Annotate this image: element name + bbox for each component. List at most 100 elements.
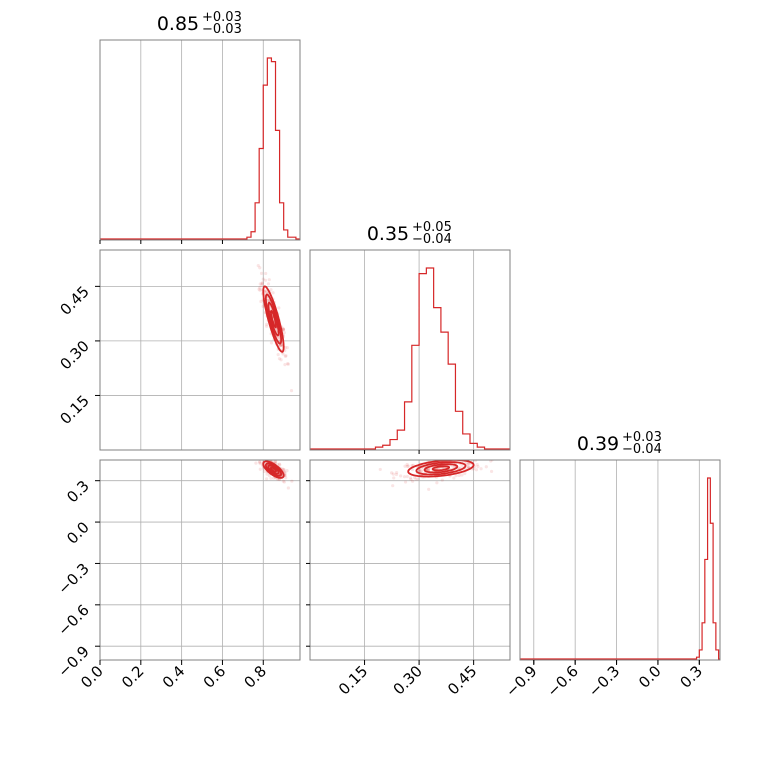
scatter-point [286, 362, 290, 366]
contour-level-3 [262, 460, 285, 479]
x-tick-label: 0.0 [77, 662, 107, 692]
scatter-point [256, 264, 260, 268]
scatter-point [258, 286, 262, 290]
scatter-point [484, 465, 488, 469]
scatter-point [466, 465, 470, 469]
scatter-point [474, 468, 479, 472]
contour-level-1 [267, 301, 280, 337]
scatter-point [276, 352, 280, 357]
x-tick-label: 0.45 [444, 662, 480, 698]
joint-scatter-1 [253, 456, 294, 490]
histogram-step-line [100, 57, 300, 240]
scatter-point [282, 480, 286, 484]
scatter-point [282, 331, 286, 335]
scatter-point [266, 282, 271, 286]
contour-level-1 [423, 463, 459, 474]
scatter-point [258, 462, 262, 466]
joint-panel-1-2 [309, 454, 511, 661]
scatter-point [476, 465, 480, 469]
x-tick-label: 0.30 [390, 662, 426, 698]
scatter-point [283, 471, 287, 475]
y-tick-label: −0.3 [54, 560, 92, 598]
x-tick-label: 0.2 [118, 662, 148, 692]
scatter-point [264, 271, 268, 276]
histogram-panel-2: 0.39 +0.03−0.04 [519, 430, 721, 664]
scatter-point [473, 460, 478, 463]
scatter-point [273, 460, 278, 464]
scatter-point [249, 242, 252, 245]
scatter-point [259, 299, 263, 304]
y-tick-label: 0.0 [63, 518, 93, 548]
contour-level-0 [270, 466, 277, 473]
histogram-panel-1: 0.35 +0.05−0.04 [309, 220, 511, 454]
scatter-point [278, 343, 282, 348]
scatter-point [460, 463, 464, 467]
scatter-point [284, 354, 288, 358]
title-plus-1: +0.05 [412, 220, 452, 235]
scatter-point [257, 287, 261, 291]
scatter-point [411, 479, 415, 483]
scatter-point [460, 473, 464, 477]
scatter-point [283, 473, 287, 478]
scatter-point [463, 471, 467, 476]
scatter-point [283, 354, 288, 358]
scatter-point [391, 472, 395, 476]
scatter-point [286, 486, 290, 490]
scatter-point [260, 281, 264, 286]
scatter-point [399, 474, 403, 478]
scatter-point [452, 476, 456, 480]
scatter-point [289, 389, 294, 393]
y-tick-label: 0.15 [56, 392, 92, 428]
scatter-point [253, 456, 256, 459]
y-tick-label: 0.45 [56, 282, 92, 318]
scatter-point [263, 278, 268, 282]
histogram-step-line [310, 267, 510, 450]
scatter-point [489, 469, 494, 474]
scatter-point [281, 327, 286, 332]
scatter-point [426, 467, 430, 472]
scatter-point [265, 472, 269, 476]
scatter-point [283, 363, 287, 367]
contour-level-3 [262, 285, 285, 353]
scatter-point [467, 462, 471, 466]
scatter-point [271, 291, 275, 295]
x-tick-label: 0.6 [200, 662, 230, 692]
scatter-point [265, 290, 269, 294]
scatter-point [282, 468, 286, 472]
panel-frame [99, 249, 301, 451]
scatter-point [257, 460, 262, 464]
scatter-point [506, 456, 509, 459]
scatter-point [254, 461, 258, 465]
scatter-point [419, 468, 423, 473]
scatter-point [278, 463, 282, 467]
scatter-point [452, 454, 455, 457]
scatter-point [419, 469, 423, 473]
panel-frame [99, 39, 301, 241]
scatter-point [392, 476, 396, 480]
scatter-point [281, 328, 286, 332]
scatter-point [378, 467, 382, 472]
scatter-point [489, 460, 493, 463]
panel-frame [309, 249, 511, 451]
scatter-point [267, 278, 271, 282]
panel-frame [519, 459, 721, 661]
x-tick-label: 0.3 [677, 662, 707, 692]
scatter-point [475, 463, 479, 467]
scatter-point [408, 476, 413, 480]
scatter-point [258, 288, 262, 292]
scatter-point [260, 281, 265, 285]
scatter-point [273, 460, 277, 464]
scatter-point [285, 469, 289, 473]
scatter-point [285, 362, 290, 366]
scatter-point [281, 327, 285, 331]
scatter-point [279, 358, 283, 362]
scatter-point [290, 479, 294, 483]
scatter-point [278, 344, 282, 348]
y-tick-label: −0.6 [54, 601, 92, 639]
histogram-step-line [520, 477, 720, 660]
scatter-point [277, 306, 281, 310]
scatter-point [265, 477, 269, 481]
scatter-point [414, 477, 418, 481]
scatter-point [435, 481, 439, 485]
